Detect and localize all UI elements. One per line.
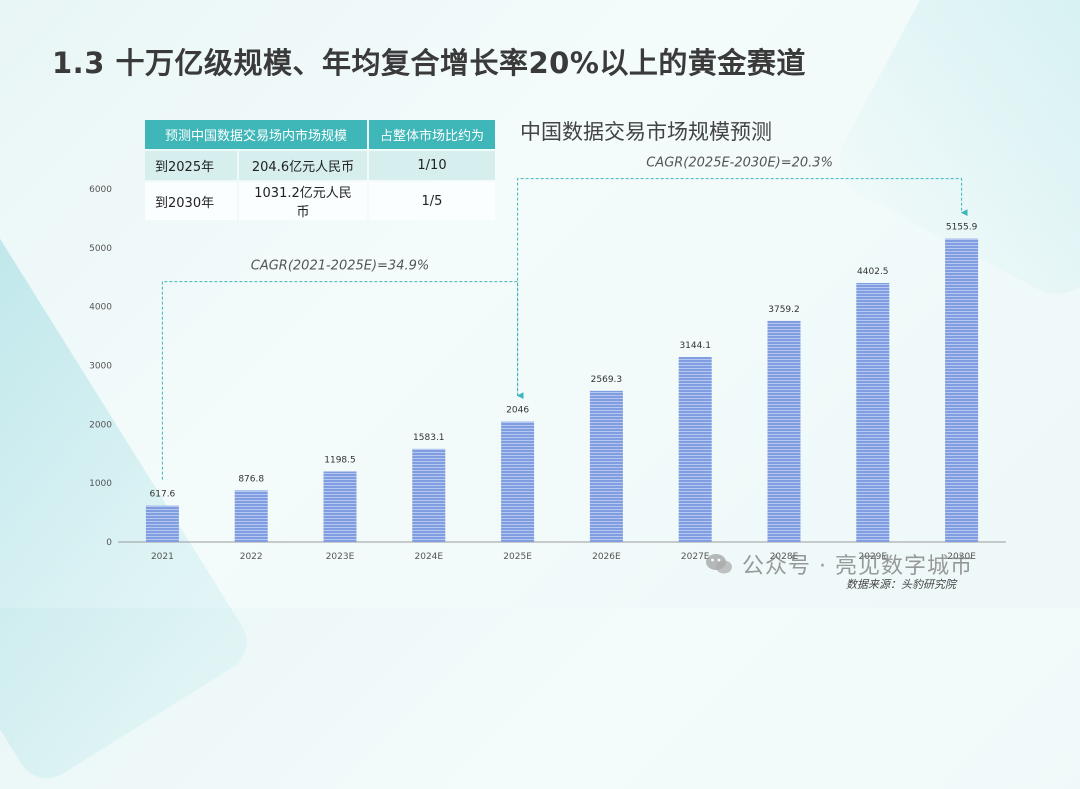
table-header-market-size: 预测中国数据交易场内市场规模 xyxy=(145,120,367,149)
bar-value-label: 617.6 xyxy=(150,490,176,500)
bar xyxy=(234,490,268,542)
table-cell-value: 1031.2亿元人民币 xyxy=(239,182,367,220)
y-tick-label: 0 xyxy=(106,538,112,548)
x-tick-label: 2028E xyxy=(770,552,799,562)
bar xyxy=(678,357,712,542)
x-tick-label: 2023E xyxy=(326,552,355,562)
table-row: 到2025年 204.6亿元人民币 1/10 xyxy=(145,151,495,180)
market-size-table: 预测中国数据交易场内市场规模 占整体市场比约为 到2025年 204.6亿元人民… xyxy=(143,118,497,222)
bar-value-label: 3144.1 xyxy=(679,341,711,351)
table-cell-share: 1/10 xyxy=(369,151,495,180)
y-tick-label: 4000 xyxy=(89,303,112,313)
bar-value-label: 4402.5 xyxy=(857,267,889,277)
x-tick-label: 2029E xyxy=(859,552,888,562)
bar-chart: 0 1000 2000 3000 4000 5000 6000 2021 2022 2023E 20… xyxy=(89,156,1006,562)
bar-value-label: 3759.2 xyxy=(768,305,800,315)
bar xyxy=(323,471,357,542)
table-cell-share: 1/5 xyxy=(369,182,495,220)
cagr-bracket xyxy=(161,281,524,480)
x-tick-label: 2026E xyxy=(592,552,621,562)
bar xyxy=(767,320,801,542)
cagr-bracket xyxy=(517,178,968,396)
bar-value-label: 2569.3 xyxy=(591,375,623,385)
y-tick-label: 6000 xyxy=(89,185,112,195)
bar xyxy=(501,421,535,542)
table-header-row: 预测中国数据交易场内市场规模 占整体市场比约为 xyxy=(145,120,495,149)
x-tick-label: 2024E xyxy=(415,552,444,562)
watermark-text: 公众号 · 亮见数字城市 xyxy=(742,554,973,579)
y-tick-label: 3000 xyxy=(89,362,112,372)
x-tick-label: 2022 xyxy=(240,552,263,562)
watermark: 公众号 · 亮见数字城市 xyxy=(704,548,973,580)
y-tick-label: 1000 xyxy=(89,479,112,489)
x-tick-label: 2030E xyxy=(947,552,976,562)
bar-value-label: 1583.1 xyxy=(413,433,445,443)
table-cell-year: 到2025年 xyxy=(145,151,237,180)
wechat-icon xyxy=(706,554,732,574)
x-tick-label: 2025E xyxy=(503,552,532,562)
bar xyxy=(412,448,446,542)
table-header-share: 占整体市场比约为 xyxy=(369,120,495,149)
bar-value-label: 1198.5 xyxy=(324,455,356,465)
bar xyxy=(589,390,623,542)
cagr-label: CAGR(2025E-2030E)=20.3% xyxy=(646,156,833,171)
data-source: 数据来源：头豹研究院 xyxy=(846,578,956,591)
bar xyxy=(945,238,979,543)
table-cell-value: 204.6亿元人民币 xyxy=(239,151,367,180)
x-tick-label: 2021 xyxy=(151,552,174,562)
x-tick-label: 2027E xyxy=(681,552,710,562)
y-tick-label: 2000 xyxy=(89,420,112,430)
cagr-label: CAGR(2021-2025E)=34.9% xyxy=(251,259,429,274)
chart-title: 中国数据交易市场规模预测 xyxy=(520,120,772,144)
bar-value-label: 5155.9 xyxy=(946,223,978,233)
bar xyxy=(856,282,890,542)
bar-value-label: 876.8 xyxy=(238,474,264,484)
page-title: 1.3 十万亿级规模、年均复合增长率20%以上的黄金赛道 xyxy=(52,46,806,80)
bar xyxy=(145,505,179,542)
table-cell-year: 到2030年 xyxy=(145,182,237,220)
table-row: 到2030年 1031.2亿元人民币 1/5 xyxy=(145,182,495,220)
bar-value-label: 2046 xyxy=(506,406,529,416)
y-tick-label: 5000 xyxy=(89,244,112,254)
